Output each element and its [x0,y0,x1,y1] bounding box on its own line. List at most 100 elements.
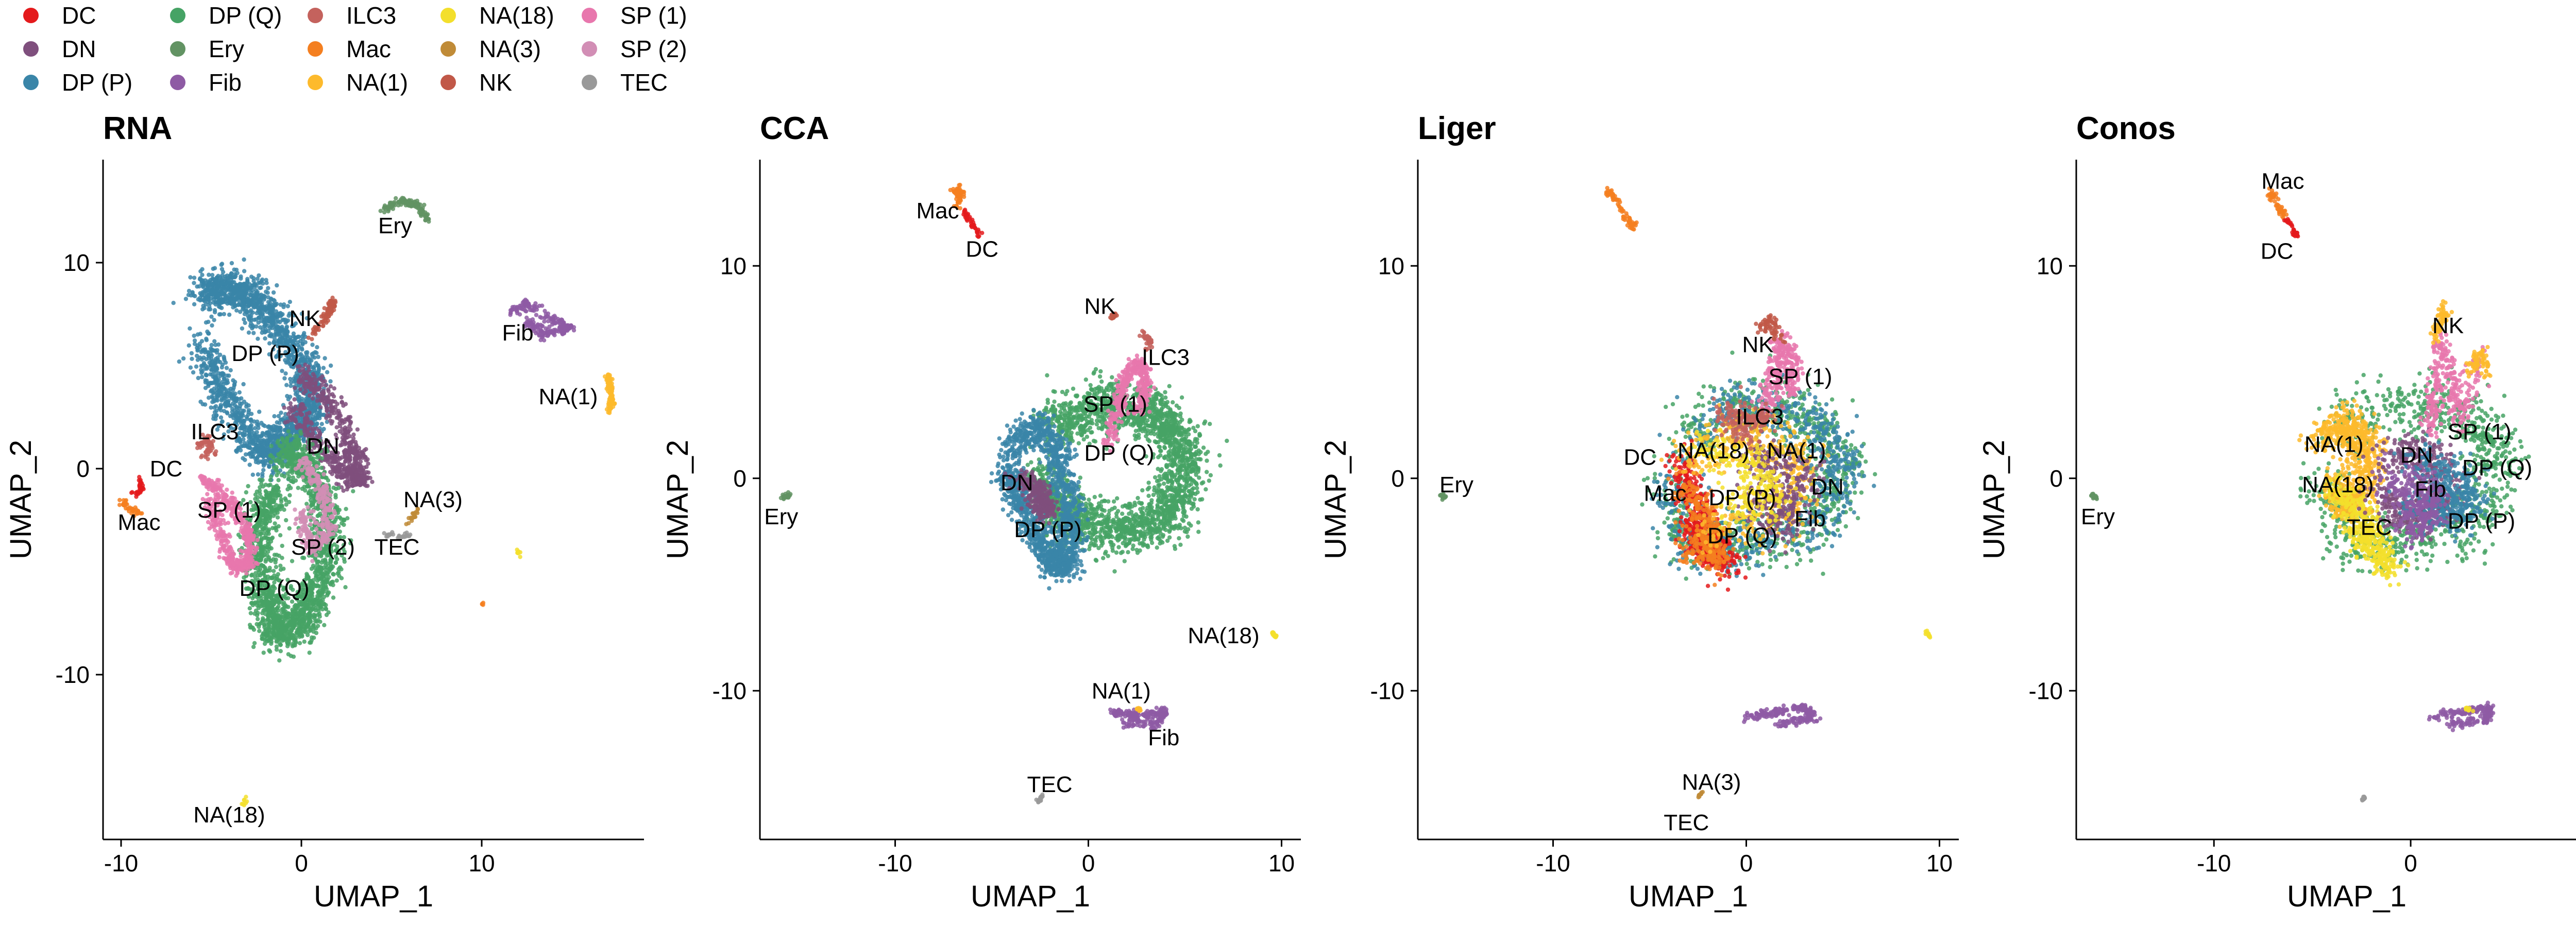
point [241,443,245,448]
point [315,394,320,399]
point [267,502,272,507]
legend-item-mac: Mac [308,36,391,62]
scatter-points [117,196,617,808]
legend-swatch [23,8,39,23]
point [215,275,219,280]
point [314,630,319,636]
point [329,400,334,404]
legend-item-ery: Ery [170,36,244,62]
point [297,368,302,373]
point [258,286,262,290]
point [293,386,297,390]
legend-swatch [440,41,456,57]
point [269,641,274,646]
point [286,476,291,482]
point [307,621,311,626]
point [263,521,268,526]
point [286,460,291,465]
point [344,441,348,445]
point [276,414,281,419]
point [257,452,262,456]
point [328,470,333,474]
point [212,266,217,270]
point [191,293,196,298]
legend-item-na-3: NA(3) [440,36,541,62]
point [248,425,253,430]
point [188,326,192,331]
point [267,546,272,551]
point [346,430,350,434]
point [234,406,239,410]
point [259,443,264,448]
point [290,479,295,484]
point [282,474,287,479]
point [336,486,341,490]
point [257,570,262,575]
point [312,402,316,407]
point [246,403,251,408]
point [337,515,342,520]
point [192,333,196,338]
point [187,343,191,348]
point [261,294,266,298]
point [268,459,274,465]
legend-item-ilc3: ILC3 [308,2,396,29]
point [265,568,270,573]
point [239,302,244,306]
point [259,305,264,310]
point [306,629,311,634]
point [292,397,297,402]
point [261,468,266,472]
point [304,316,309,321]
point [285,638,290,643]
point [214,280,219,285]
point [205,329,210,334]
point [197,345,202,349]
point [171,301,176,305]
point [364,465,369,469]
point [332,459,336,464]
point [267,499,272,503]
point [254,324,259,329]
point [290,644,295,648]
point [353,457,358,462]
point [331,485,336,490]
point [219,262,224,267]
point [287,493,292,497]
point [204,288,209,293]
point [280,543,284,548]
point [210,348,214,353]
point [263,559,268,564]
point [333,560,338,565]
point [197,284,201,289]
point [242,257,246,262]
point [294,412,299,417]
point [303,350,309,355]
point [344,507,348,511]
point [273,620,277,625]
point [307,393,312,398]
point [328,379,333,384]
point [291,455,296,459]
point [324,383,328,388]
legend-swatch [308,75,323,90]
point [316,354,320,359]
point [228,414,233,419]
point [263,489,268,493]
point [202,402,208,407]
point [311,578,316,582]
point [321,584,326,589]
point [199,278,204,283]
point [277,658,282,663]
point [311,597,316,602]
point [257,629,262,633]
point [300,451,305,456]
point [266,286,270,290]
point [256,611,260,615]
point [304,376,309,381]
point [275,507,279,511]
legend-swatch [170,8,185,23]
